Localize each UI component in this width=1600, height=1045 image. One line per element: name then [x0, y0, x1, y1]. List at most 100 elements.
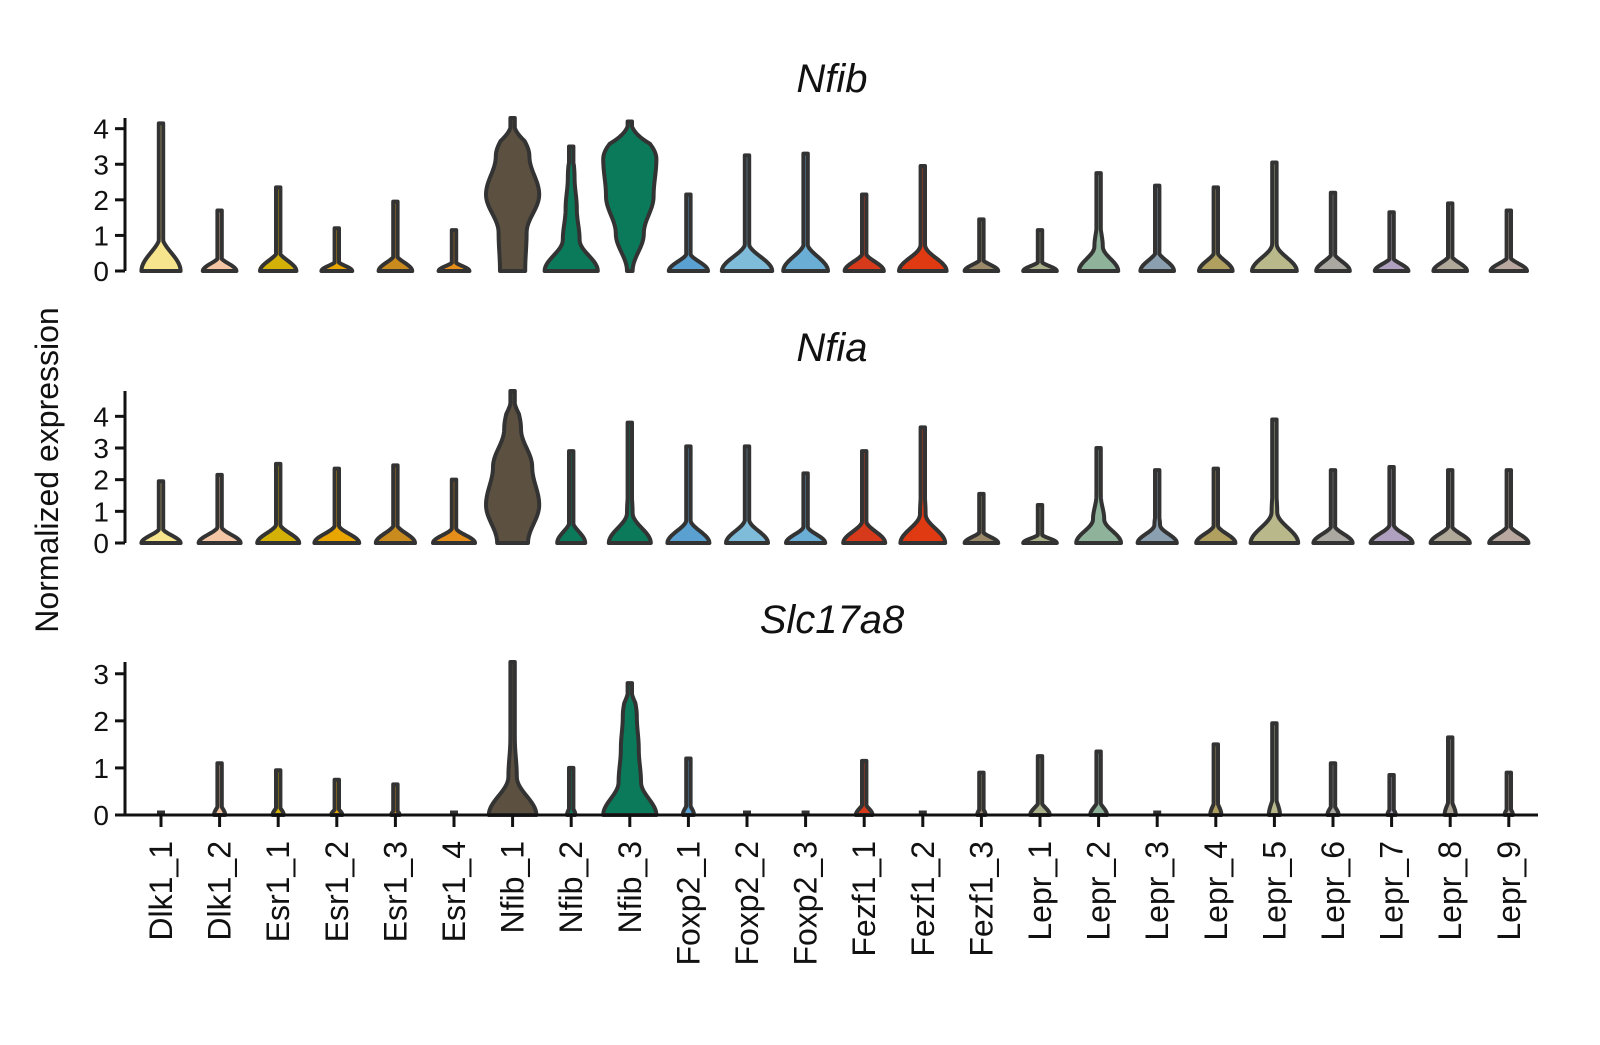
violin [1021, 228, 1059, 273]
y-tick-label: 2 [93, 185, 109, 216]
x-tick-label: Lepr_6 [1315, 841, 1351, 941]
x-tick-label: Foxp2_2 [729, 841, 765, 966]
violin [1077, 171, 1121, 273]
violin [1314, 190, 1352, 273]
violin [312, 466, 362, 545]
violin [1487, 468, 1531, 545]
violin [1088, 749, 1109, 817]
violin [196, 472, 243, 545]
violin [666, 192, 710, 273]
y-tick-label: 3 [93, 149, 109, 180]
y-tick-label: 0 [93, 528, 109, 559]
x-tick-label: Foxp2_3 [788, 841, 824, 966]
y-tick-label: 0 [93, 800, 109, 831]
x-tick-label: Lepr_7 [1374, 841, 1410, 941]
x-tick-label: Fezf1_1 [846, 841, 882, 957]
panel-nfib: Nfib 0 1 2 3 4 [93, 57, 1529, 287]
violin [842, 192, 886, 273]
violin [486, 660, 539, 817]
violin [1385, 772, 1398, 817]
x-tick-label: Fezf1_3 [963, 841, 999, 957]
violin [212, 761, 228, 817]
violin [897, 164, 949, 273]
violin [389, 782, 402, 817]
x-tick-label: Esr1_1 [260, 841, 296, 942]
y-tick-label: 1 [93, 496, 109, 527]
x-tick-label: Lepr_9 [1491, 841, 1527, 941]
panel-title: Nfib [796, 57, 867, 101]
violin [781, 151, 830, 273]
violin [1197, 185, 1235, 273]
x-tick-label: Lepr_5 [1256, 841, 1292, 941]
y-axis-label: Normalized expression [29, 307, 65, 632]
violin [255, 461, 302, 545]
violin [975, 770, 988, 817]
violin [1074, 446, 1123, 545]
violin [1194, 466, 1238, 545]
violin [329, 777, 345, 817]
y-tick-label: 4 [93, 401, 109, 432]
violin [555, 449, 588, 545]
violin [841, 449, 888, 545]
violin [1021, 503, 1059, 545]
violin [1208, 742, 1224, 817]
panel-slc17a8: Slc17a8 0 1 2 3 [93, 598, 1515, 831]
x-tick-label: Esr1_2 [319, 841, 355, 942]
violin [1442, 735, 1458, 817]
violin [319, 226, 355, 273]
violin [1028, 754, 1052, 817]
x-tick-label: Nfib_2 [553, 841, 589, 934]
x-tick-label: Dlk1_2 [202, 841, 238, 941]
violin [898, 425, 948, 545]
x-tick-label: Nfib_1 [495, 841, 531, 934]
violin [1372, 210, 1411, 273]
x-tick-label: Nfib_3 [612, 841, 648, 934]
violin [1311, 468, 1355, 545]
violin [484, 389, 542, 545]
violin [784, 471, 828, 545]
y-tick-label: 1 [93, 753, 109, 784]
violin [1428, 468, 1472, 545]
violin [1431, 201, 1469, 273]
violin [680, 756, 696, 817]
violin [373, 463, 417, 545]
x-tick-label: Esr1_3 [377, 841, 413, 942]
x-tick-label: Foxp2_1 [670, 841, 706, 966]
x-tick-label: Lepr_1 [1022, 841, 1058, 941]
violin [1368, 465, 1415, 545]
violin [565, 765, 578, 817]
violin [258, 185, 299, 273]
violin [853, 758, 875, 817]
violin [1502, 770, 1515, 817]
violin [200, 208, 239, 273]
violin [139, 121, 183, 273]
violin [665, 444, 712, 545]
y-tick-label: 0 [93, 256, 109, 287]
violin [1266, 721, 1282, 817]
violin [962, 217, 1001, 273]
violin [719, 153, 775, 273]
violin [1138, 183, 1176, 273]
violin [542, 144, 600, 273]
panel-title: Nfia [796, 326, 867, 370]
violin [724, 444, 770, 545]
violin [1248, 417, 1301, 545]
x-tick-label: Lepr_3 [1139, 841, 1175, 941]
y-tick-label: 3 [93, 659, 109, 690]
violin [139, 479, 183, 545]
violin [601, 119, 659, 273]
violin [484, 116, 542, 273]
violin [1488, 208, 1529, 273]
violin [431, 477, 477, 545]
x-tick-label: Lepr_4 [1198, 841, 1234, 941]
y-tick-label: 2 [93, 706, 109, 737]
x-tick-label: Lepr_8 [1432, 841, 1468, 941]
violin [436, 228, 472, 273]
violin [601, 681, 659, 817]
y-tick-label: 2 [93, 465, 109, 496]
y-tick-label: 4 [93, 114, 109, 145]
violin [962, 491, 1001, 545]
